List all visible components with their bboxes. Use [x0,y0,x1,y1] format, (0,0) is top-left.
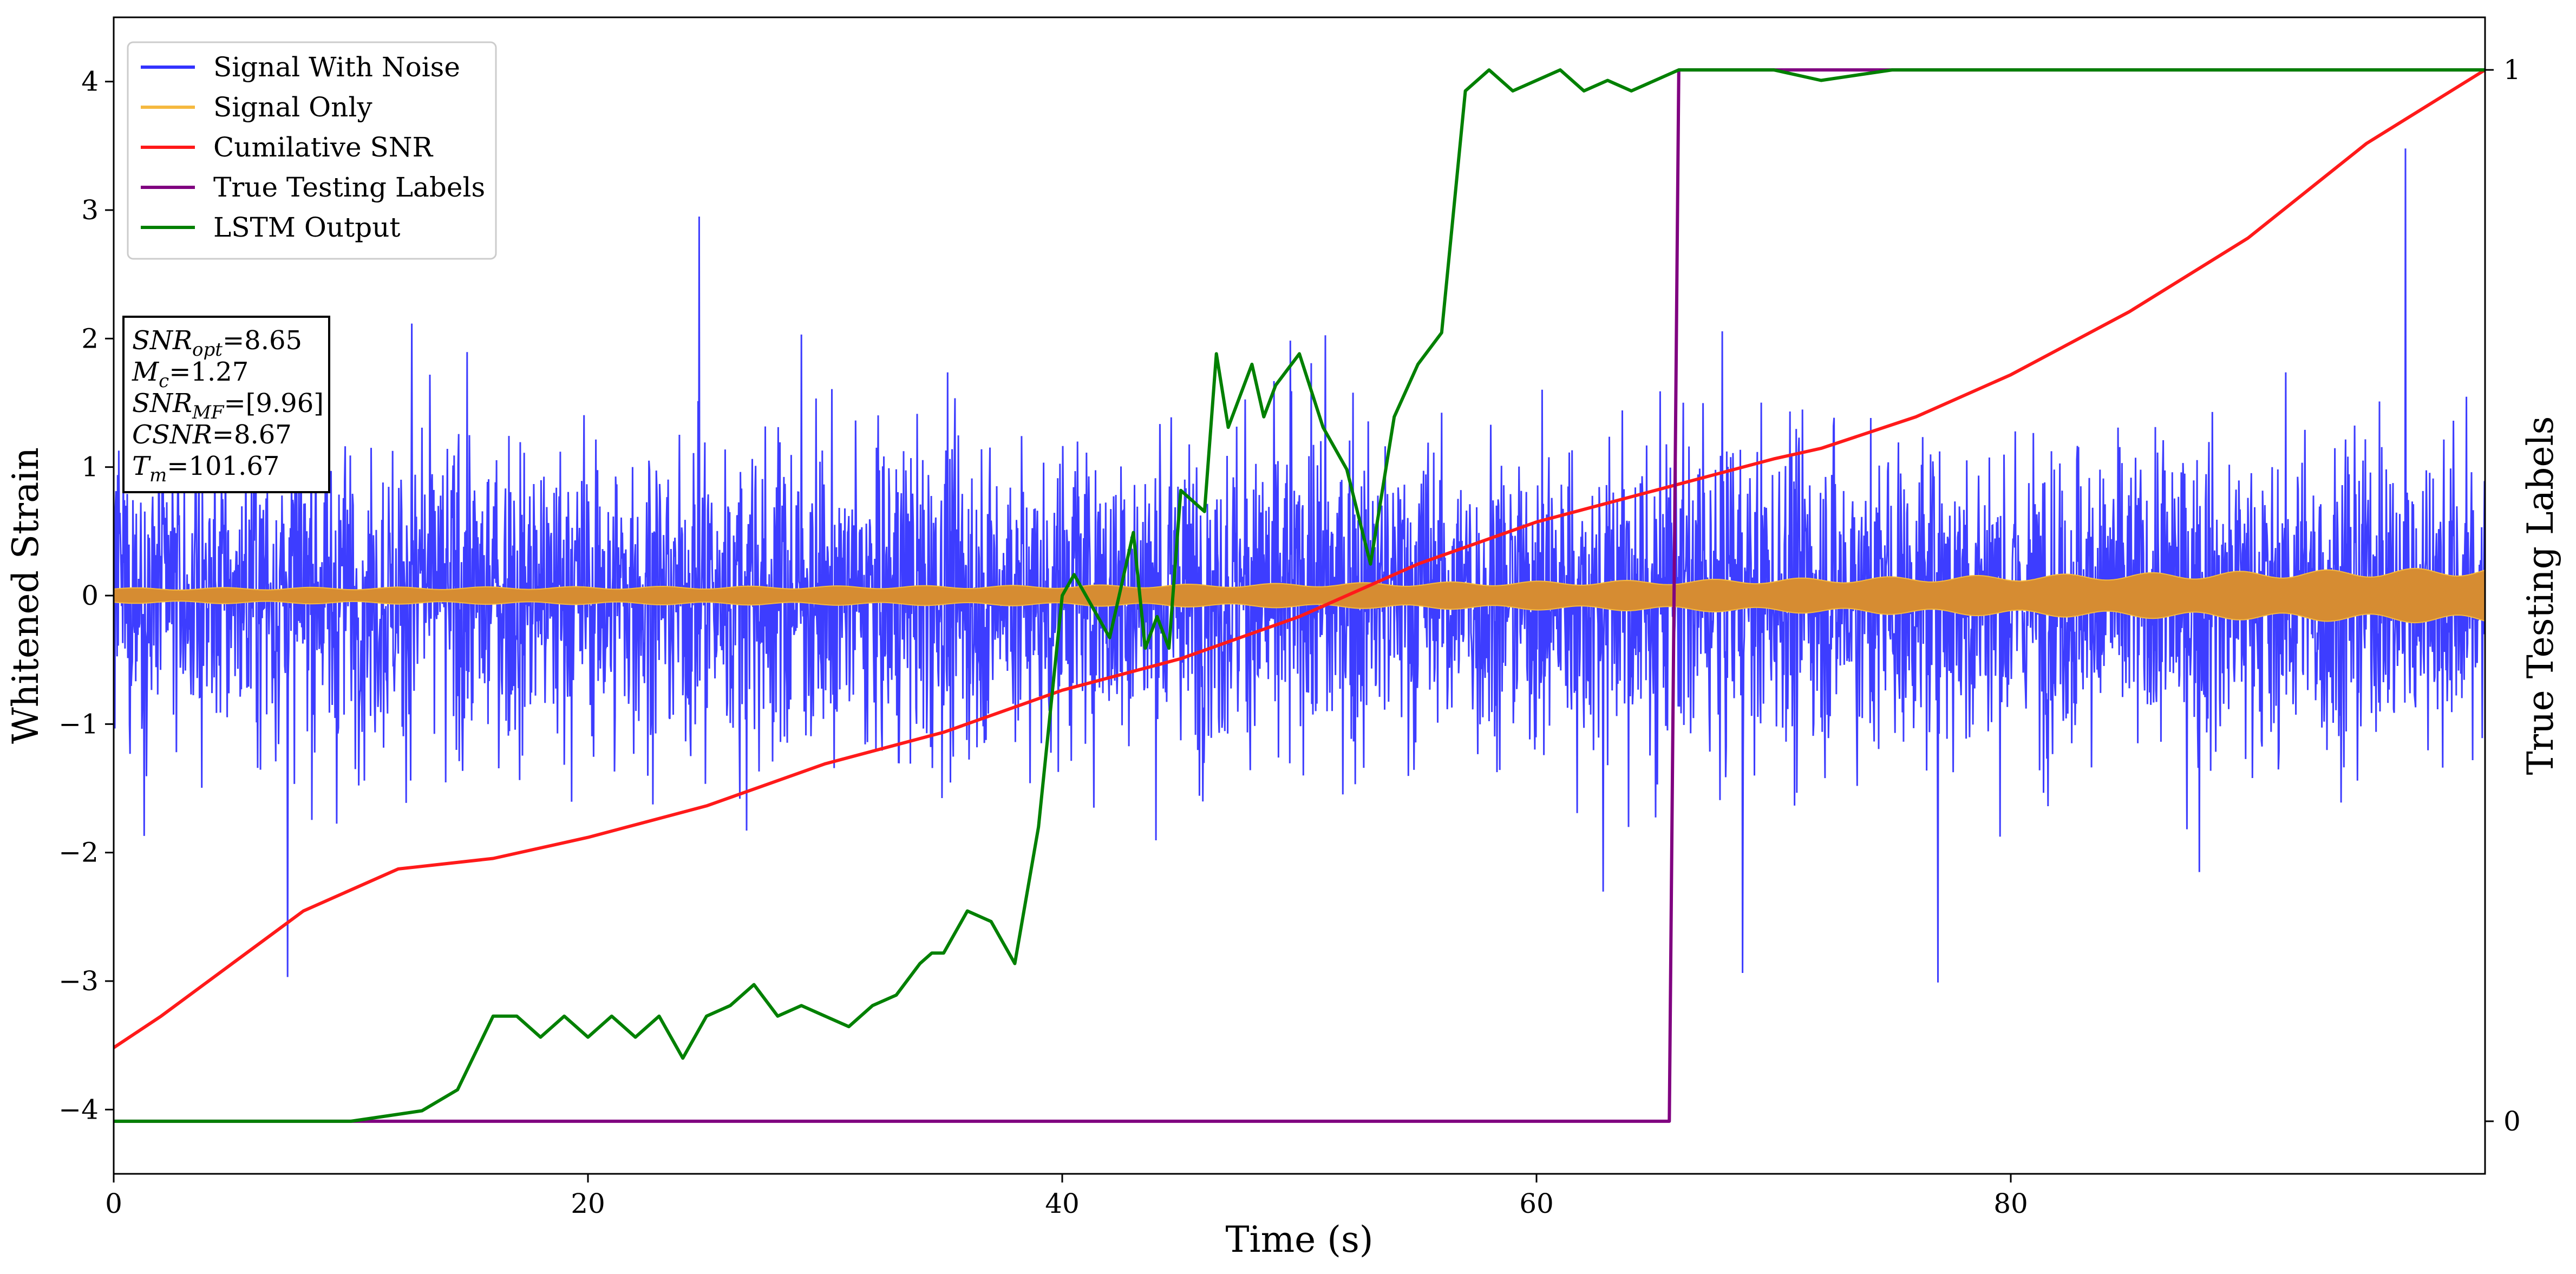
legend-label-lstm-output: LSTM Output [213,212,400,243]
parameter-line: SNRMF=[9.96] [132,388,324,423]
y-tick-label: −3 [58,965,99,997]
parameter-line: SNRopt=8.65 [132,325,302,361]
parameter-line: Mc=1.27 [132,357,249,392]
x-axis-title: Time (s) [1225,1219,1373,1260]
y2-tick-label: 0 [2503,1106,2521,1137]
legend-label-signal-only: Signal Only [213,92,372,123]
x-tick-label: 40 [1045,1188,1080,1219]
y-tick-label: 2 [81,323,99,354]
y-tick-label: 1 [81,452,99,483]
lstm-output-line [114,68,2485,1123]
x-tick-label: 0 [105,1188,122,1219]
y-tick-label: 4 [81,66,99,97]
parameters-frame [122,316,330,493]
y-tick-label: 0 [81,580,99,611]
parameter-line: Tm=101.67 [132,451,279,486]
y-tick-label: −1 [58,708,99,740]
y2-tick-label: 1 [2503,54,2521,86]
y-tick-label: −4 [58,1094,99,1125]
line-series-group [113,68,2486,1123]
x-tick-label: 20 [571,1188,605,1219]
legend-label-cumilative-snr: Cumilative SNR [213,132,433,163]
parameter-line: CSNR=8.67 [132,420,292,450]
x-tick-label: 80 [1993,1188,2028,1219]
x-tick-label: 60 [1519,1188,1554,1219]
parameters-box: SNRopt=8.65Mc=1.27SNRMF=[9.96]CSNR=8.67T… [122,316,330,493]
y-tick-label: 3 [81,194,99,226]
cumilative-snr-line [113,68,2486,1049]
y-tick-label: −2 [58,837,99,868]
legend: Signal With Noise Signal Only Cumilative S… [127,41,497,260]
legend-label-signal-with-noise: Signal With Noise [213,51,460,83]
legend-frame [127,41,497,260]
legend-label-true-testing-labels: True Testing Labels [213,172,485,203]
y-axis-title: Whitened Strain [5,447,47,744]
y2-axis-title: True Testing Labels [2520,416,2561,775]
